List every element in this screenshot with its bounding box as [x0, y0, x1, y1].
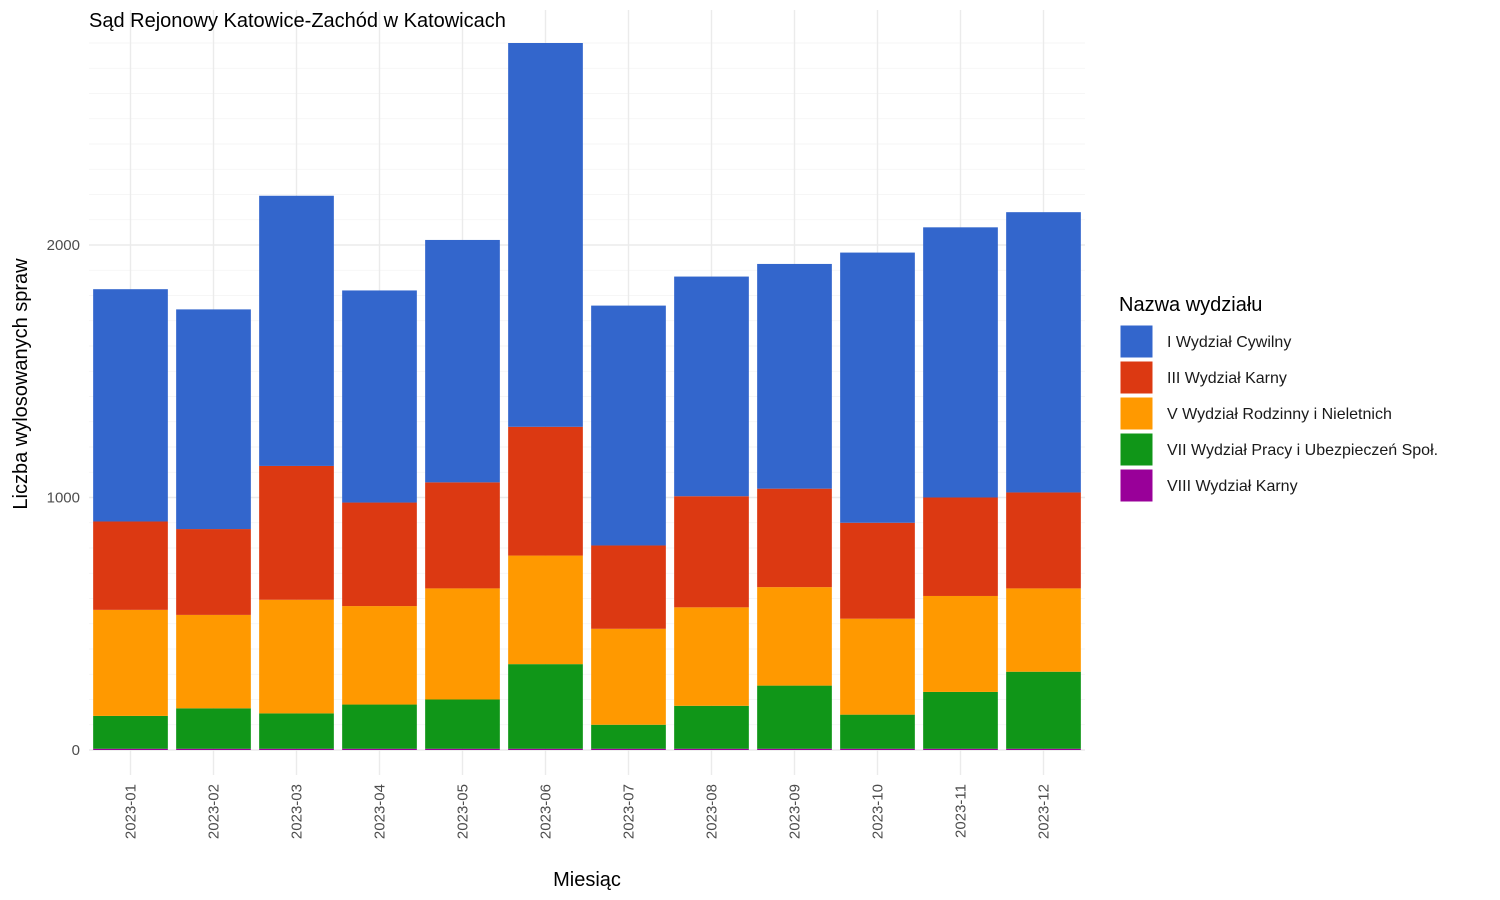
bar-segment — [757, 263, 832, 489]
bar-segment — [259, 748, 334, 750]
x-tick-label: 2023-11 — [953, 784, 970, 838]
bar-segment — [923, 227, 998, 498]
x-tick-label: 2023-01 — [123, 784, 140, 839]
bar-segment — [1006, 492, 1081, 589]
bar-segment — [508, 748, 583, 750]
bar-segment — [591, 628, 666, 725]
y-tick-label: 2000 — [47, 237, 80, 254]
bar-segment — [674, 748, 749, 750]
legend-label: I Wydział Cywilny — [1167, 334, 1291, 351]
bar-segment — [93, 748, 168, 750]
bar-segment — [757, 488, 832, 588]
bar-segment — [342, 704, 417, 749]
bar-segment — [923, 748, 998, 750]
x-axis-title: Miesiąc — [553, 869, 621, 891]
bar-segment — [1006, 671, 1081, 749]
bar-segment — [425, 482, 500, 589]
legend-label: VIII Wydział Karny — [1167, 478, 1298, 495]
bar-segment — [93, 715, 168, 749]
bar-segment — [591, 724, 666, 749]
y-axis-title: Liczba wylosowanych spraw — [10, 258, 32, 510]
bar-segment — [674, 496, 749, 608]
bar-segment — [508, 555, 583, 665]
bar-segment — [93, 289, 168, 522]
x-tick-label: 2023-12 — [1036, 784, 1053, 839]
bar-segment — [259, 195, 334, 466]
bar-segment — [840, 252, 915, 523]
legend-label: III Wydział Karny — [1167, 370, 1287, 387]
x-tick-label: 2023-02 — [206, 784, 223, 839]
bar-segment — [923, 497, 998, 596]
bar-segment — [591, 545, 666, 629]
bar-segment — [425, 588, 500, 700]
bar-segment — [176, 748, 251, 750]
bar-segment — [591, 748, 666, 750]
bar-segment — [259, 465, 334, 600]
x-tick-label: 2023-10 — [870, 784, 887, 839]
bar-segment — [1006, 748, 1081, 750]
bar-segment — [93, 609, 168, 716]
bar-segment — [508, 664, 583, 749]
bar-segment — [508, 426, 583, 556]
bar-segment — [923, 691, 998, 749]
bar-segment — [923, 595, 998, 692]
bars — [93, 43, 1081, 750]
legend-swatch — [1119, 432, 1154, 467]
x-tick-label: 2023-06 — [538, 784, 555, 839]
bar-segment — [757, 748, 832, 750]
y-axis-ticks: 0 1000 2000 — [47, 237, 80, 759]
bar-segment — [840, 522, 915, 619]
bar-segment — [840, 618, 915, 715]
bar-segment — [1006, 212, 1081, 493]
legend-swatch — [1119, 396, 1154, 431]
legend-title: Nazwa wydziału — [1119, 294, 1262, 316]
legend-label: V Wydział Rodzinny i Nieletnich — [1167, 406, 1392, 423]
y-tick-label: 0 — [72, 742, 80, 759]
bar-segment — [176, 614, 251, 709]
bar-segment — [1006, 588, 1081, 672]
bar-segment — [176, 708, 251, 749]
bar-segment — [176, 529, 251, 615]
legend-swatch — [1119, 324, 1154, 359]
bar-segment — [674, 276, 749, 497]
x-axis-ticks: 2023-01 2023-02 2023-03 2023-04 2023-05 2023-… — [123, 784, 1053, 839]
bar-segment — [259, 713, 334, 749]
bar-segment — [259, 599, 334, 714]
y-tick-label: 1000 — [47, 490, 80, 507]
bar-segment — [757, 587, 832, 686]
bar-segment — [425, 748, 500, 750]
bar-segment — [674, 705, 749, 749]
bar-segment — [840, 714, 915, 749]
x-tick-label: 2023-03 — [289, 784, 306, 839]
bar-segment — [591, 305, 666, 546]
x-tick-label: 2023-08 — [704, 784, 721, 839]
bar-segment — [176, 309, 251, 530]
x-tick-label: 2023-05 — [455, 784, 472, 839]
x-tick-label: 2023-09 — [787, 784, 804, 839]
bar-segment — [508, 43, 583, 427]
x-tick-label: 2023-07 — [621, 784, 638, 839]
bar-segment — [840, 748, 915, 750]
legend: Nazwa wydziału I Wydział Cywilny III Wydz… — [1119, 294, 1438, 503]
bar-segment — [425, 699, 500, 749]
bar-segment — [757, 685, 832, 749]
bar-segment — [93, 521, 168, 610]
x-tick-label: 2023-04 — [372, 784, 389, 839]
bar-segment — [342, 748, 417, 750]
legend-label: VII Wydział Pracy i Ubezpieczeń Społ. — [1167, 442, 1438, 459]
legend-swatch — [1119, 360, 1154, 395]
bar-segment — [342, 290, 417, 503]
bar-segment — [342, 606, 417, 705]
chart-title: Sąd Rejonowy Katowice-Zachód w Katowicac… — [89, 10, 506, 32]
bar-segment — [425, 239, 500, 483]
bar-segment — [342, 502, 417, 607]
bar-segment — [674, 607, 749, 706]
legend-swatch — [1119, 468, 1154, 503]
